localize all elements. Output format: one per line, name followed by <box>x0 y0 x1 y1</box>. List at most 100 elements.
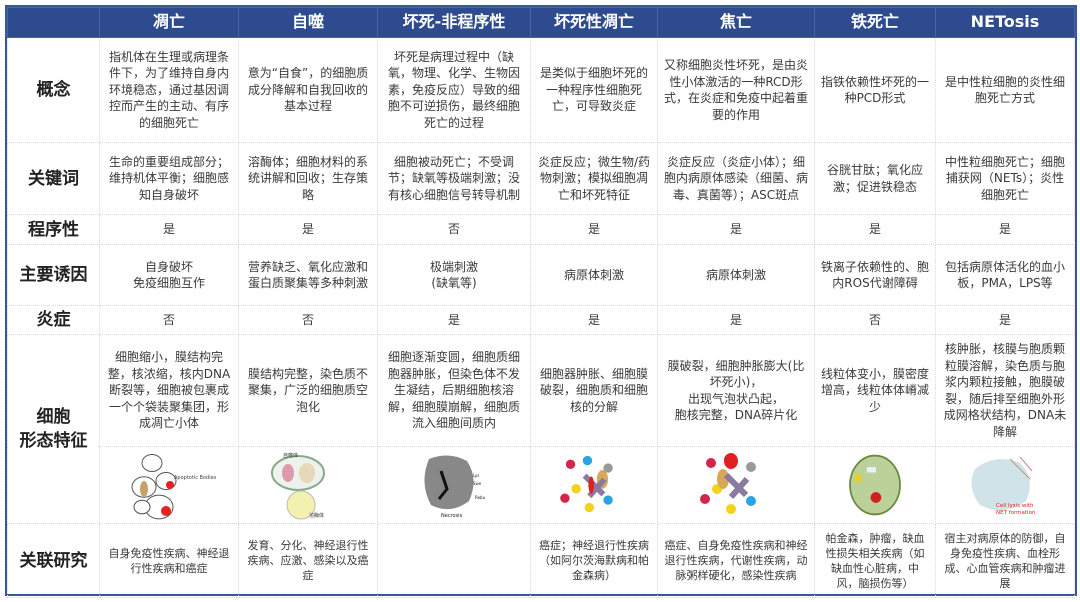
table-cell: 是 <box>99 214 239 245</box>
table-cell: 指机体在生理或病理条件下，为了维持自身内环境稳态，通过基因调控而产生的主动、有序… <box>99 37 239 143</box>
table-cell <box>377 523 531 598</box>
illustration-label: 自噬体 <box>283 452 298 459</box>
table-cell: 又称细胞炎性坏死，是由炎性小体激活的一种RCD形式，在炎症和免疫中起着重要的作用 <box>657 37 815 143</box>
table-cell: 意为“自食”，的细胞质成分降解和自我回收的基本过程 <box>238 37 378 143</box>
table-cell: 膜结构完整，染色质不聚集，广泛的细胞质空泡化 <box>238 334 378 447</box>
ferroptosis-illustration <box>849 454 901 516</box>
table-cell: 否 <box>99 305 239 335</box>
table-cell: 细胞器肿胀、细胞膜破裂，细胞质和细胞核的分解 <box>530 334 658 447</box>
table-cell: 坏死是病理过程中（缺氧，物理、化学、生物因素，免疫反应）导致的细胞不可逆损伤，最… <box>377 37 531 143</box>
row-label: 关键词 <box>7 142 100 215</box>
table-row: 主要诱因 自身破坏 免疫细胞互作 营养缺乏、氧化应激和蛋白质聚集等多种刺激 极端刺激 (缺… <box>7 244 1075 306</box>
table-cell: 帕金森，肿瘤，缺血性损失相关疾病（如缺血性心脏病，中风，脑损伤等） <box>814 523 936 598</box>
column-header: 铁死亡 <box>814 7 936 38</box>
column-header: 自噬 <box>238 7 378 38</box>
illustration-shapes <box>271 455 325 520</box>
table-cell: 是 <box>814 214 936 245</box>
column-header: 凋亡 <box>99 7 239 38</box>
illustration-shapes <box>700 453 756 514</box>
table-cell: 宿主对病原体的防御，自身免疫性疾病、血栓形成、心血管疾病和肿瘤进展 <box>935 523 1075 598</box>
row-label: 炎症 <box>7 305 100 335</box>
illustration-label: NET formation <box>996 510 1036 516</box>
table-cell: 线粒体变小，膜密度增高，线粒体体嵴减少 <box>814 334 936 447</box>
table-cell: 炎症反应（炎症小体）；细胞内病原体感染（细菌、病毒、真菌等）；ASC斑点 <box>657 142 815 215</box>
row-label: 关联研究 <box>7 523 100 598</box>
row-label: 程序性 <box>7 214 100 245</box>
illustration-cell: 自噬体溶酶体 <box>238 446 378 524</box>
necrosis-illustration: Necrosis Lys Swe Rebu <box>424 455 486 519</box>
table-cell: 谷胱甘肽；氧化应激；促进铁稳态 <box>814 142 936 215</box>
table-cell: 极端刺激 (缺氧等) <box>377 244 531 306</box>
row-label: 细胞 形态特征 <box>7 334 100 524</box>
apoptosis-illustration: Apoptotic Bodies <box>131 454 217 520</box>
table-cell: 细胞逐渐变圆，细胞质细胞器肿胀，但染色体不发生凝结，后期细胞核溶解，细胞膜崩解，… <box>377 334 531 447</box>
table-cell: 癌症、自身免疫性疾病和神经退行性疾病，代谢性疾病，动脉粥样硬化，感染性疾病 <box>657 523 815 598</box>
illustration-label: Lys <box>473 473 479 478</box>
table-cell: 指铁依赖性坏死的一种PCD形式 <box>814 37 936 143</box>
illustration-cell <box>814 446 936 524</box>
table-cell: 发育、分化、神经退行性疾病、应激、感染以及癌症 <box>238 523 378 598</box>
table-cell: 否 <box>377 214 531 245</box>
table-cell: 自身免疫性疾病、神经退行性疾病和癌症 <box>99 523 239 598</box>
table-cell: 细胞被动死亡；不受调节；缺氧等极端刺激；没有核心细胞信号转导机制 <box>377 142 531 215</box>
column-header <box>7 7 100 38</box>
column-header: 焦亡 <box>657 7 815 38</box>
illustration-cell: Apoptotic Bodies <box>99 446 239 524</box>
table-cell: 病原体刺激 <box>657 244 815 306</box>
illustration-cell: Cell lysis with NET formation <box>935 446 1075 524</box>
table-row: 关键词 生命的重要组成部分；维持机体平衡；细胞感知自身破坏 溶酶体；细胞材料的系统讲… <box>7 142 1075 215</box>
table-row: 炎症否否是是是否是 <box>7 305 1075 335</box>
table-cell: 否 <box>238 305 378 335</box>
pyroptosis-illustration <box>700 453 756 514</box>
row-label: 概念 <box>7 37 100 143</box>
table-cell: 是 <box>935 214 1075 245</box>
table-cell: 是类似于细胞坏死的一种程序性细胞死亡，可导致炎症 <box>530 37 658 143</box>
illustration-cell <box>530 446 658 524</box>
necroptosis-illustration <box>560 455 613 513</box>
table-row: 细胞 形态特征 细胞缩小，膜结构完整，核浓缩，核内DNA断裂等，细胞被包裹成一个个袋… <box>7 334 1075 524</box>
illustration-label: Swe <box>473 481 482 486</box>
column-header: NETosis <box>935 7 1075 38</box>
illustration-label: Rebu <box>475 495 486 500</box>
column-header: 坏死性凋亡 <box>530 7 658 38</box>
table-cell: 是 <box>530 305 658 335</box>
table-cell: 是 <box>530 214 658 245</box>
table-cell: 否 <box>814 305 936 335</box>
table-row: 程序性是是否是是是是 <box>7 214 1075 245</box>
table-cell: 是 <box>657 305 815 335</box>
illustration-shapes <box>560 455 613 513</box>
header-row: 凋亡 自噬 坏死-非程序性 坏死性凋亡 焦亡 铁死亡 NETosis <box>7 7 1075 38</box>
illustration-label: Necrosis <box>441 513 463 519</box>
table-cell: 细胞缩小，膜结构完整，核浓缩，核内DNA断裂等，细胞被包裹成一个个袋装聚集团，形… <box>99 334 239 447</box>
table-cell: 溶酶体；细胞材料的系统讲解和回收；生存策略 <box>238 142 378 215</box>
illustration-label: Cell lysis with <box>996 503 1034 509</box>
table-cell: 炎症反应；微生物/药物刺激；模拟细胞凋亡和坏死特征 <box>530 142 658 215</box>
illustration-row: Apoptotic Bodies 自噬体溶酶体 Necrosis Lys Swe Rebu… <box>8 446 1075 524</box>
illustration-label: Apoptotic Bodies <box>174 475 217 481</box>
table-cell: 是中性粒细胞的炎性细胞死亡方式 <box>935 37 1075 143</box>
table-row: 关联研究 自身免疫性疾病、神经退行性疾病和癌症 发育、分化、神经退行性疾病、应激、感… <box>7 523 1075 598</box>
table-row: 概念 指机体在生理或病理条件下，为了维持自身内环境稳态，通过基因调控而产生的主动、… <box>7 37 1075 143</box>
table-cell: 铁离子依赖性的、胞内ROS代谢障碍 <box>814 244 936 306</box>
table-cell: 是 <box>657 214 815 245</box>
column-header: 坏死-非程序性 <box>377 7 531 38</box>
table-cell: 包括病原体活化的血小板，PMA，LPS等 <box>935 244 1075 306</box>
table-cell: 是 <box>377 305 531 335</box>
illustration-label: 溶酶体 <box>309 512 324 519</box>
table-cell: 是 <box>935 305 1075 335</box>
illustration-cell <box>657 446 815 524</box>
table-cell: 膜破裂，细胞肿胀膨大(比坏死小)， 出现气泡状凸起， 胞核完整，DNA碎片化 <box>657 334 815 447</box>
illustration-shapes <box>424 455 474 510</box>
table-cell: 中性粒细胞死亡；细胞捕获网（NETs）；炎性细胞死亡 <box>935 142 1075 215</box>
table-cell: 病原体刺激 <box>530 244 658 306</box>
illustration-shapes <box>131 454 177 520</box>
row-label: 主要诱因 <box>7 244 100 306</box>
table-cell: 自身破坏 免疫细胞互作 <box>99 244 239 306</box>
table-cell: 生命的重要组成部分；维持机体平衡；细胞感知自身破坏 <box>99 142 239 215</box>
table-cell: 营养缺乏、氧化应激和蛋白质聚集等多种刺激 <box>238 244 378 306</box>
illustration-cell: Necrosis Lys Swe Rebu <box>377 446 531 524</box>
table-cell: 核肿胀，核膜与胞质颗粒膜溶解，染色质与胞浆内颗粒接触，胞膜破裂，随后排至细胞外形… <box>935 334 1075 447</box>
illustration-shapes <box>849 454 901 516</box>
